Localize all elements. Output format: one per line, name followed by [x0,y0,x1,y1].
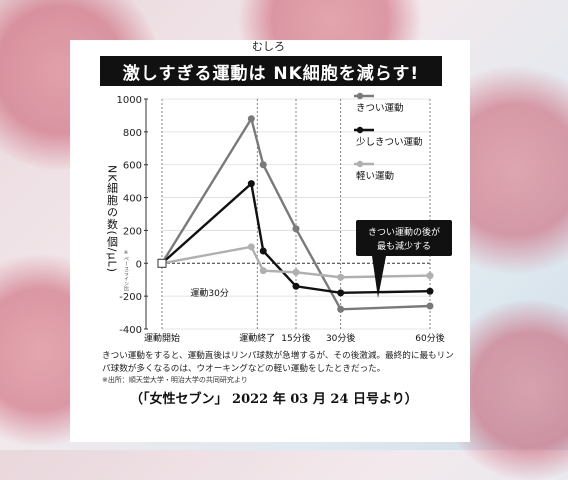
title-ruby: むしろ [252,40,285,53]
series-point [292,268,300,276]
series-point [247,115,255,123]
x-tick-label: 30分後 [326,332,355,344]
annotation-pointer [372,256,386,298]
legend-marker [356,92,364,100]
series-point [337,273,345,281]
y-tick-label: 400 [123,194,142,205]
annotation-line-1: きつい運動の後が [368,226,440,238]
chart-caption: きつい運動をすると、運動直後はリンパ球数が急増するが、その後激減。最終的に最もリ… [102,351,454,374]
chart-svg: -400 -200 0 200 400 600 800 1000 運動開始 運動終了 15分後 30分… [106,92,452,344]
series-point [259,161,267,169]
x-tick-label: 運動開始 [144,332,180,344]
y-tick-label: 1000 [117,95,142,106]
chart-title: 激しすぎる運動は NK細胞を減らす! [100,56,442,86]
legend-marker [356,126,364,134]
series-point [292,225,300,233]
series-line-2 [161,181,431,295]
source-note: ※出所：順天堂大学・明治大学の共同研究より [102,376,248,384]
legend-label: 少しきつい運動 [356,137,423,148]
y-tick-label: 200 [123,226,142,237]
y-tick-label: 0 [136,259,142,270]
y-tick-label: 600 [123,161,142,172]
x-tick-label: 15分後 [281,332,310,344]
annotation-line-2: 最も減少する [377,240,431,252]
start-marker [157,258,167,268]
series-point [247,243,255,251]
series-point [426,272,434,280]
x-tick-label: 運動終了 [239,332,275,344]
series-point [337,289,345,297]
series-point [259,267,267,275]
annotation-box [356,220,452,256]
y-tick-label: -400 [119,325,142,336]
series-line-1 [160,115,431,311]
y-axis-label: NK細胞の数(個/μL) [106,165,119,273]
series-point [247,180,255,188]
y-tick-label: -200 [119,292,142,303]
series-point [337,305,345,313]
series-point [292,282,300,290]
series-line-3 [161,245,431,279]
series-point [426,302,434,310]
legend-label: きつい運動 [356,103,404,114]
series-point [259,247,267,255]
magazine-credit: （「女性セブン」 2022 年 03 月 24 日号より） [130,392,418,407]
series-point [426,287,434,295]
legend-label: 軽い運動 [356,171,394,182]
legend-marker [356,160,364,168]
y-axis-note: ※ベースライン比 [123,250,129,292]
x-tick-label: 60分後 [415,332,444,344]
y-tick-label: 800 [123,128,142,139]
period-label: 運動30分 [190,288,228,299]
